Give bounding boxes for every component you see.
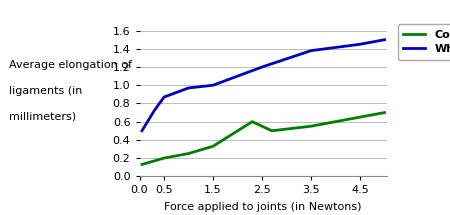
Control — [269, 129, 274, 132]
Control — [161, 157, 166, 159]
Control — [308, 125, 314, 127]
Control — [357, 116, 363, 118]
Text: millimeters): millimeters) — [9, 112, 76, 122]
Control — [139, 163, 144, 166]
Whiplash — [308, 49, 314, 52]
Whiplash — [357, 43, 363, 46]
Whiplash — [161, 96, 166, 98]
Whiplash — [210, 84, 216, 86]
Whiplash — [139, 129, 144, 132]
Legend: Control, Whiplash: Control, Whiplash — [397, 24, 450, 60]
Text: ligaments (in: ligaments (in — [9, 86, 82, 96]
Control — [210, 145, 216, 147]
Whiplash — [382, 38, 387, 41]
Control — [382, 111, 387, 114]
Whiplash — [186, 87, 191, 89]
Line: Control: Control — [142, 113, 385, 164]
Control — [249, 120, 255, 123]
Control — [186, 152, 191, 155]
X-axis label: Force applied to joints (in Newtons): Force applied to joints (in Newtons) — [165, 202, 362, 212]
Whiplash — [259, 66, 265, 68]
Text: Average elongation of: Average elongation of — [9, 60, 132, 70]
Whiplash — [152, 109, 157, 112]
Line: Whiplash: Whiplash — [142, 40, 385, 131]
